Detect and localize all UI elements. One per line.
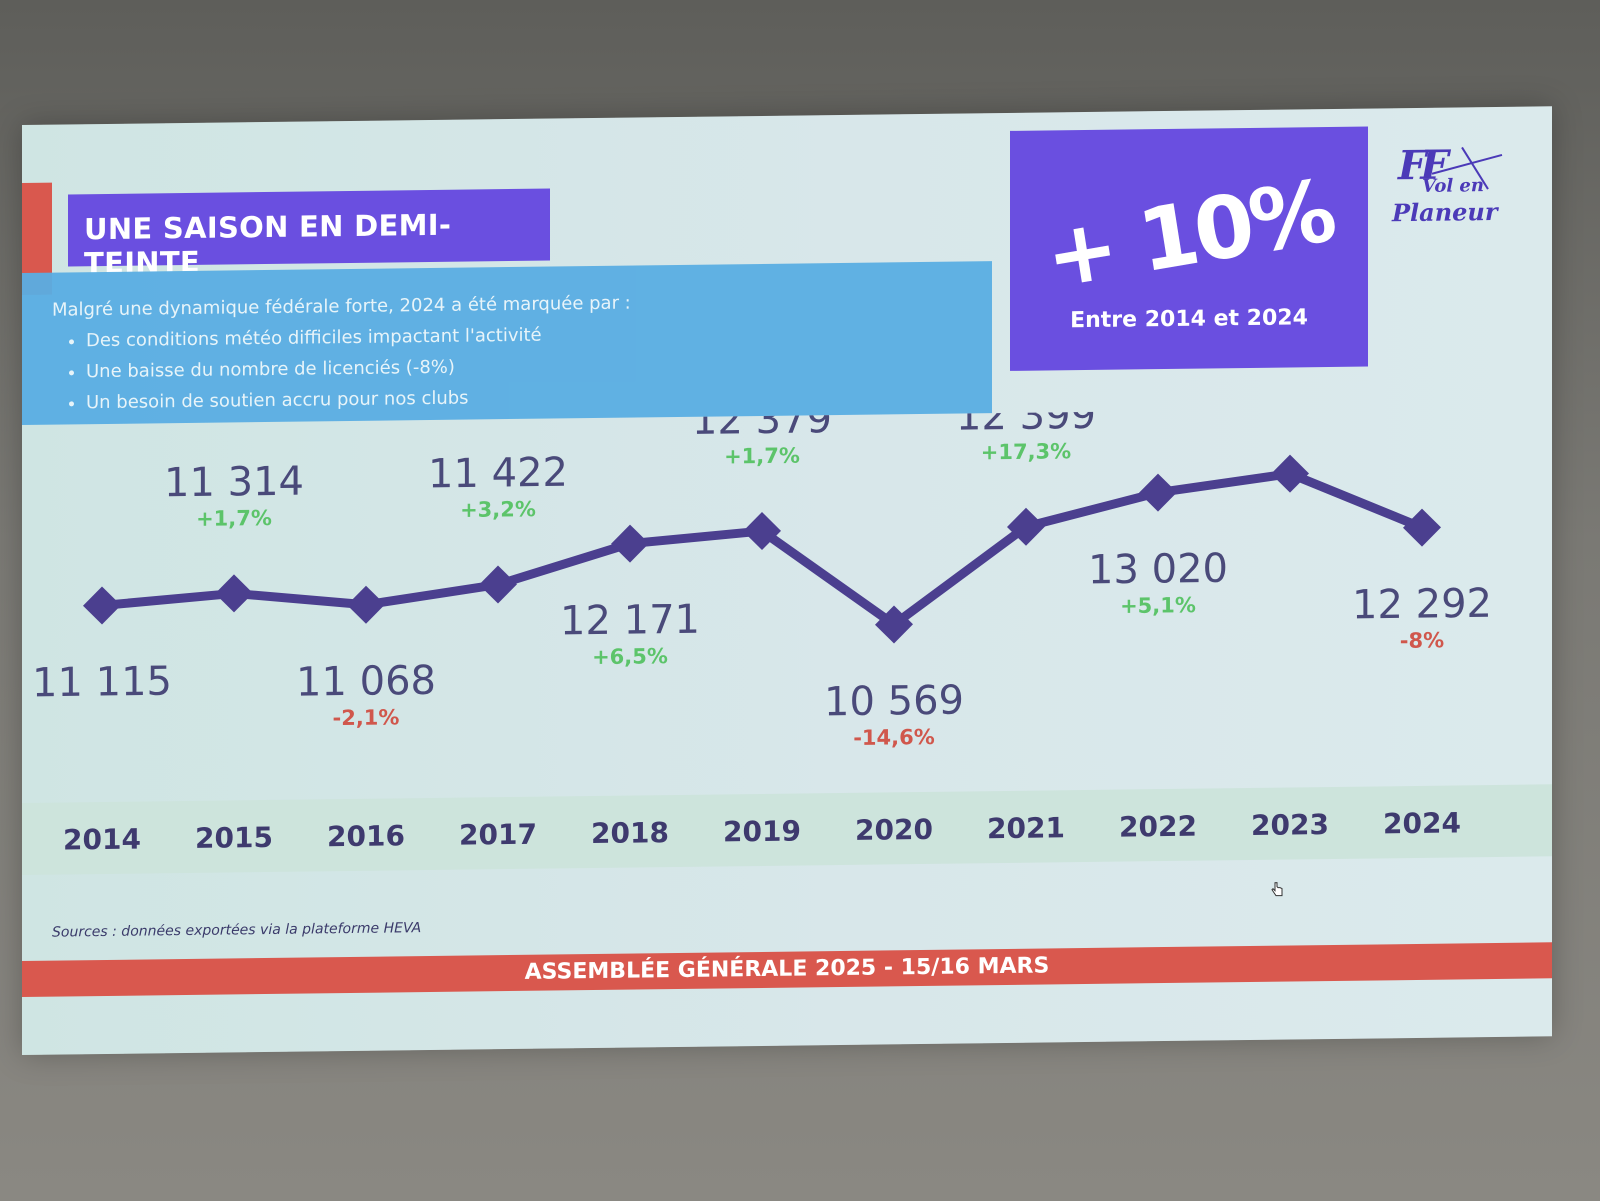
change-label-2018: +6,5%: [592, 644, 668, 669]
data-point-2019: [743, 512, 781, 551]
year-tick-2020: 2020: [855, 813, 933, 847]
logo-planeur: Planeur: [1392, 196, 1498, 228]
kpi-box: + 10% Entre 2014 et 2024: [1010, 126, 1368, 371]
kpi-value: + 10%: [1039, 161, 1339, 309]
sources-note: Sources : données exportées via la plate…: [52, 920, 422, 941]
data-point-2023: [1271, 454, 1309, 493]
slide-title: UNE SAISON EN DEMI-TEINTE: [68, 188, 550, 280]
data-point-2020: [875, 605, 913, 644]
value-label-2020: 10 569: [824, 678, 964, 726]
data-point-2024: [1403, 508, 1441, 547]
value-label-2024: 12 292: [1352, 581, 1492, 629]
data-point-2021: [1007, 507, 1045, 546]
intro-box: Malgré une dynamique fédérale forte, 202…: [22, 261, 992, 425]
change-label-2017: +3,2%: [460, 497, 536, 522]
change-label-2022: +5,1%: [1120, 593, 1196, 618]
change-label-2023: +2,53 %: [1241, 406, 1339, 411]
hand-cursor-icon: [1271, 882, 1283, 897]
data-point-2018: [611, 524, 649, 563]
change-label-2016: -2,1%: [333, 705, 400, 730]
year-tick-2014: 2014: [63, 823, 141, 857]
value-label-2017: 11 422: [428, 450, 568, 498]
slide: UNE SAISON EN DEMI-TEINTE Malgré une dyn…: [22, 106, 1552, 1056]
glider-icon: [1431, 146, 1503, 190]
change-label-2015: +1,7%: [196, 506, 272, 531]
data-point-2016: [347, 585, 385, 624]
year-tick-2015: 2015: [195, 821, 273, 855]
bullet-list: Des conditions météo difficiles impactan…: [52, 314, 992, 418]
change-label-2024: -8%: [1400, 628, 1444, 653]
value-label-2022: 13 020: [1088, 546, 1228, 594]
change-label-2021: +17,3%: [981, 439, 1071, 464]
logo-vol-en: Vol en: [1422, 175, 1484, 197]
year-tick-2023: 2023: [1251, 808, 1329, 842]
data-point-2017: [479, 565, 517, 604]
value-label-2014: 11 115: [32, 659, 172, 707]
data-point-2015: [215, 574, 253, 613]
year-tick-2017: 2017: [459, 818, 537, 852]
value-label-2018: 12 171: [560, 597, 700, 645]
footer-band: ASSEMBLÉE GÉNÉRALE 2025 - 15/16 MARS: [22, 942, 1552, 997]
change-label-2019: +1,7%: [724, 444, 800, 469]
data-point-2022: [1139, 473, 1177, 512]
change-label-2020: -14,6%: [853, 725, 935, 750]
year-tick-2018: 2018: [591, 816, 669, 850]
year-tick-2021: 2021: [987, 811, 1065, 845]
year-tick-2016: 2016: [327, 819, 405, 853]
kpi-subtitle: Entre 2014 et 2024: [1070, 305, 1308, 334]
year-tick-2022: 2022: [1119, 810, 1197, 844]
year-tick-2019: 2019: [723, 814, 801, 848]
year-tick-2024: 2024: [1383, 806, 1461, 840]
data-point-2014: [83, 586, 121, 625]
value-label-2015: 11 314: [164, 459, 304, 507]
footer-text: ASSEMBLÉE GÉNÉRALE 2025 - 15/16 MARS: [524, 953, 1050, 985]
ffvp-logo: FF Vol en Planeur: [1392, 137, 1512, 238]
value-label-2016: 11 068: [296, 658, 436, 706]
